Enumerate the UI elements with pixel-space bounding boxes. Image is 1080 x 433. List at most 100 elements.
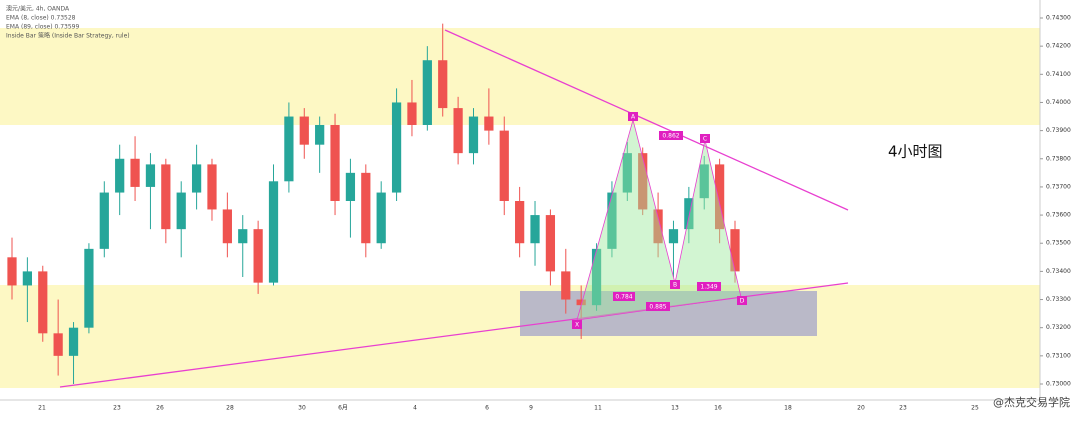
candle-body [130,158,140,187]
ratio-label: 0.784 [615,294,632,301]
candle-body [438,60,448,109]
point-tag [670,280,680,289]
candle-body [576,299,586,306]
candle-body [391,102,402,193]
ratio-label: 1.349 [700,284,717,291]
point-label: X [575,322,579,329]
candle-body [361,172,371,244]
candle-body [545,215,556,272]
x-tick-label: 26 [156,405,164,412]
y-tick-label: 0.74300 [1046,15,1071,22]
ratio-tag [646,302,670,311]
point-label: A [631,114,636,121]
candle-body [22,271,32,286]
x-tick-label: 6 [485,405,489,412]
point-label: C [703,136,707,143]
candle-body [268,181,279,283]
ratio-tag [659,131,683,140]
y-tick-label: 0.73200 [1046,324,1071,331]
candle-body [38,271,48,334]
y-tick-label: 0.74100 [1046,71,1071,78]
candle-body [99,192,109,249]
x-tick-label: 25 [971,405,979,412]
candle-body [484,116,494,131]
candle-body [345,172,356,201]
candle-body [591,248,602,306]
candle-body [299,116,309,145]
x-tick-label: 23 [113,405,121,412]
candle-body [238,229,248,244]
candle-body [684,198,694,230]
candle-body [561,271,571,300]
y-tick-label: 0.74200 [1046,43,1071,50]
legend-line: EMA (8, close) 0.73528 [6,15,76,22]
y-tick-label: 0.73300 [1046,296,1071,303]
ratio-tag [613,292,635,301]
point-tag [700,134,710,143]
y-tick-label: 0.74000 [1046,99,1071,106]
x-tick-label: 30 [298,405,306,412]
x-tick-label: 20 [857,405,865,412]
y-tick-label: 0.73400 [1046,268,1071,275]
x-tick-label: 13 [671,405,679,412]
candle-body [607,192,617,249]
plot [7,23,740,384]
ratio-label: 0.885 [649,304,666,311]
x-tick-label: 4 [413,405,417,412]
candle-body [68,327,79,356]
candle-body [622,153,632,193]
x-tick-label: 28 [226,405,234,412]
watermark: @杰克交易学院 [993,395,1070,409]
point-label: B [673,282,677,289]
y-tick-label: 0.73100 [1046,352,1071,359]
candle-body [330,124,340,201]
ratio-tag [697,282,721,291]
candle-body [468,116,479,154]
x-tick-label: 23 [899,405,907,412]
candle-body [207,164,217,210]
candle-body [499,130,509,201]
y-tick-label: 0.73700 [1046,183,1071,190]
point-tag [628,112,638,121]
candle-body [84,248,94,328]
candle-body [222,209,232,244]
candle-body [376,192,386,244]
y-tick-label: 0.73000 [1046,381,1071,388]
candle-body [453,108,463,154]
candle-body [422,60,432,125]
x-tick-label: 18 [784,405,792,412]
harmonic-pattern [576,118,742,321]
candle-body [638,153,648,210]
candle-body [7,257,17,286]
candle-body [161,164,171,230]
candle-body [53,333,63,356]
point-tag [572,320,582,329]
x-tick-label: 21 [38,405,46,412]
point-tag [737,296,747,305]
candle-body [145,164,156,187]
x-tick-label: 16 [714,405,722,412]
point-label: D [740,298,745,305]
candle-body [715,164,725,230]
candle-body [515,201,525,244]
legend-line: 澳元/美元, 4h, OANDA [6,5,70,13]
legend-line: Inside Bar 策略 (Inside Bar Strategy, rule… [6,32,130,40]
candle-body [176,192,186,230]
candle-body [530,215,540,244]
candle-body [699,164,709,199]
candle-body [653,209,663,244]
x-tick-label: 9 [529,405,533,412]
candle-body [284,116,294,182]
trend-line [444,29,849,211]
pattern-labels: X A B C D 0.784 0.862 0.885 1.349 [572,112,747,329]
legend-line: EMA (89, close) 0.73599 [6,24,79,31]
candle-body [668,229,679,244]
annotation: 4小时图 [888,143,943,161]
resistance-zone [0,28,1040,125]
legend: 澳元/美元, 4h, OANDA EMA (8, close) 0.73528 … [6,5,130,40]
candle-body [115,158,125,193]
ratio-label: 0.862 [662,133,679,140]
y-tick-label: 0.73900 [1046,127,1071,134]
y-tick-label: 0.73600 [1046,212,1071,219]
